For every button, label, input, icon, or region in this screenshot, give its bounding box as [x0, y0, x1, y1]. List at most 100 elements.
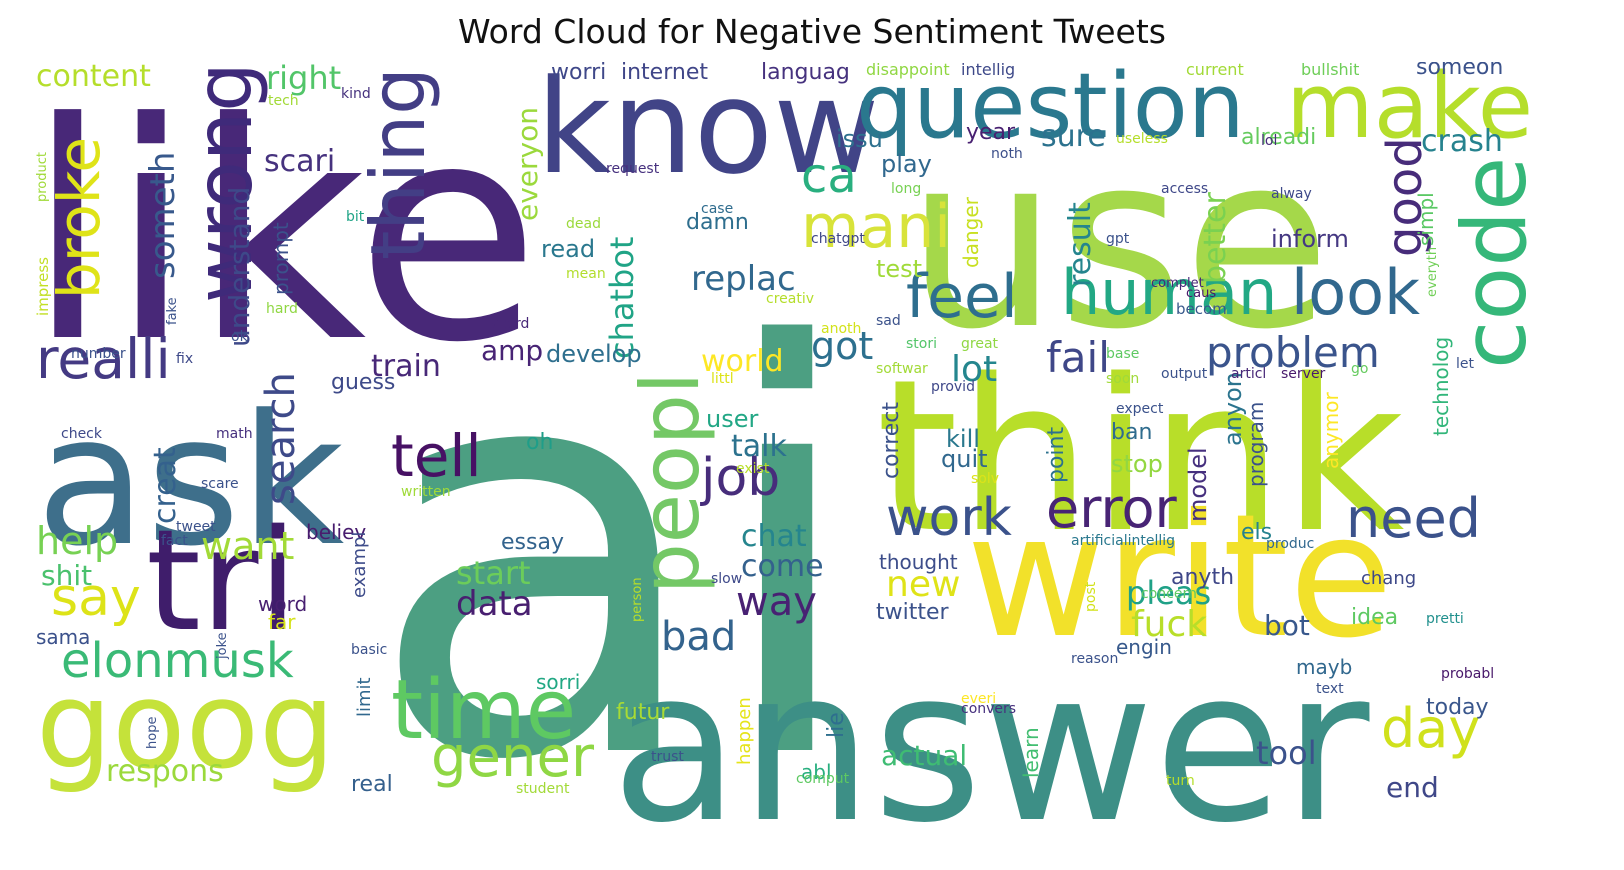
word-els: els: [1241, 520, 1273, 545]
word-hope: hope: [145, 716, 160, 749]
word-actual: actual: [881, 739, 968, 772]
word-fail: fail: [1046, 333, 1110, 382]
word-fact: fact: [161, 533, 188, 549]
word-damn: damn: [686, 210, 749, 235]
word-cloud: ai like use think answer ask write know question…: [36, 62, 1588, 852]
word-shit: shit: [41, 559, 93, 592]
word-abl: abl: [801, 760, 832, 784]
word-anymor: anymor: [1319, 392, 1343, 469]
word-stori: stori: [906, 336, 937, 352]
word-request: request: [606, 161, 660, 177]
word-thought: thought: [879, 550, 958, 574]
word-broke: broke: [45, 136, 113, 299]
word-exist: exist: [736, 461, 770, 477]
word-student: student: [516, 781, 570, 797]
word-ask: ask: [36, 377, 345, 586]
word-concern: concern: [1141, 586, 1197, 602]
word-person: person: [630, 577, 645, 622]
word-lol: lol: [1261, 133, 1278, 149]
word-work: work: [886, 488, 1012, 548]
word-train: train: [371, 349, 441, 384]
word-kill: kill: [946, 425, 980, 453]
word-play: play: [881, 150, 932, 178]
word-respons: respons: [106, 754, 224, 789]
word-user: user: [706, 405, 759, 433]
word-everyon: everyon: [511, 107, 544, 221]
word-bullshit: bullshit: [1301, 62, 1360, 79]
word-ai: ai: [366, 231, 865, 852]
word-data: data: [456, 584, 533, 624]
word-becom: becom: [1176, 300, 1227, 318]
word-expect: expect: [1116, 401, 1164, 417]
word-great: great: [961, 336, 999, 352]
word-real: real: [351, 772, 393, 797]
word-impress: impress: [36, 257, 52, 316]
word-result: result: [1063, 202, 1098, 287]
word-problem: problem: [1206, 328, 1380, 377]
word-word: word: [258, 592, 308, 616]
word-human: human: [1061, 256, 1278, 329]
word-anyth: anyth: [1171, 565, 1235, 590]
word-answer: answer: [611, 624, 1370, 852]
word-issu: issu: [836, 125, 883, 153]
word-everi: everi: [961, 691, 997, 707]
word-creativ: creativ: [766, 291, 815, 307]
word-trust: trust: [651, 749, 684, 765]
word-convers: convers: [961, 701, 1017, 717]
word-fix: fix: [176, 351, 194, 367]
word-weird: weird: [491, 316, 530, 332]
word-replac: replac: [691, 259, 796, 299]
word-simpl: simpl: [1414, 192, 1438, 246]
word-better: better: [1198, 192, 1233, 284]
word-alreadi: alreadi: [1241, 125, 1317, 150]
word-know: know: [536, 62, 880, 203]
word-gener: gener: [431, 725, 594, 790]
word-end: end: [1386, 771, 1439, 804]
word-crash: crash: [1421, 124, 1503, 159]
word-use: use: [906, 102, 1331, 382]
word-ok: ok: [231, 329, 248, 345]
word-got: got: [811, 324, 874, 368]
word-mayb: mayb: [1296, 655, 1353, 679]
word-kind: kind: [341, 86, 371, 102]
word-server: server: [1281, 366, 1326, 382]
word-math: math: [216, 426, 253, 442]
word-creat: creat: [148, 447, 183, 524]
word-current: current: [1186, 62, 1244, 79]
word-need: need: [1346, 487, 1481, 550]
word-stop: stop: [1111, 450, 1163, 478]
word-tech: tech: [268, 93, 299, 109]
word-model: model: [1184, 447, 1212, 522]
word-come: come: [741, 549, 824, 584]
word-understand: understand: [223, 186, 256, 347]
word-danger: danger: [959, 197, 983, 268]
word-mani: mani: [801, 192, 951, 262]
chart-title: Word Cloud for Negative Sentiment Tweets: [457, 12, 1166, 51]
word-base: base: [1106, 346, 1140, 362]
word-check: check: [61, 426, 102, 442]
word-right: right: [266, 62, 342, 97]
word-new: new: [886, 564, 961, 605]
word-text: text: [1316, 681, 1344, 697]
word-long: long: [891, 181, 922, 197]
word-amp: amp: [481, 334, 544, 367]
word-today: today: [1426, 695, 1489, 720]
word-provid: provid: [931, 379, 975, 395]
word-believ: believ: [306, 520, 367, 544]
word-ca: ca: [801, 148, 857, 204]
word-question: question: [856, 62, 1245, 159]
word-reason: reason: [1071, 651, 1119, 667]
word-exampl: exampl: [349, 531, 370, 598]
word-elonmusk: elonmusk: [61, 633, 294, 689]
word-sorri: sorri: [536, 670, 581, 694]
word-written: written: [401, 484, 451, 500]
word-pretti: pretti: [1426, 611, 1464, 627]
word-turn: turn: [1166, 773, 1195, 789]
word-content: content: [36, 62, 151, 94]
word-number: number: [71, 346, 126, 362]
word-tool: tool: [1256, 734, 1317, 772]
word-far: far: [268, 610, 296, 634]
word-basic: basic: [351, 642, 388, 658]
word-everyth: everyth: [1425, 246, 1440, 297]
word-lot: lot: [951, 349, 998, 390]
